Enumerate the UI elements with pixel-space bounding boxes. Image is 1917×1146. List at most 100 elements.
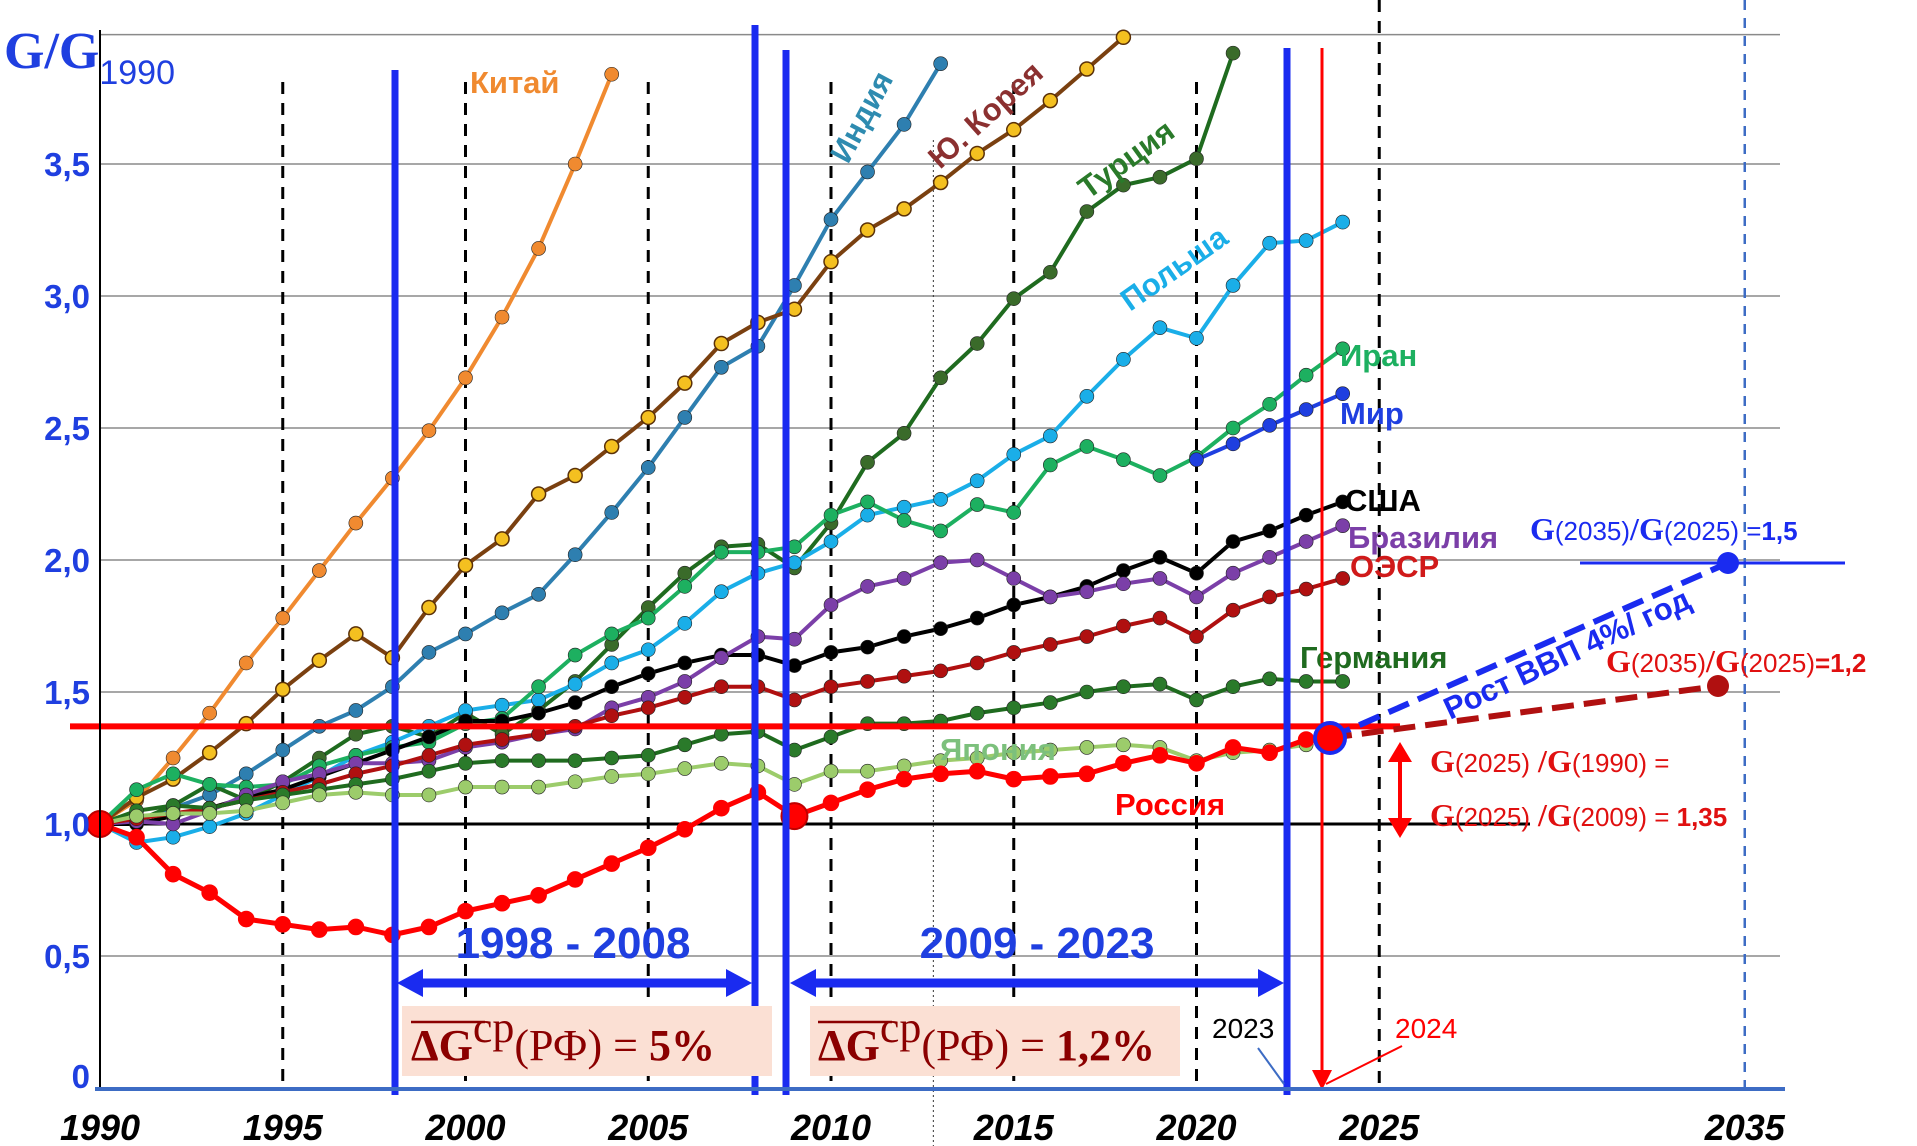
data-point xyxy=(1262,589,1277,605)
data-point xyxy=(1116,352,1131,367)
data-point xyxy=(494,732,510,747)
data-point xyxy=(1043,742,1058,758)
x-tick-label: 2010 xyxy=(790,1107,871,1146)
data-point xyxy=(896,668,912,684)
ratio-red: G(2035)/G(2025)=1,2 xyxy=(1606,643,1866,679)
data-point xyxy=(932,174,949,191)
data-point xyxy=(1152,571,1168,586)
data-point xyxy=(275,795,291,811)
data-point xyxy=(494,779,510,795)
formula1-box xyxy=(402,1006,772,1076)
series-label: Китай xyxy=(470,65,559,100)
data-point xyxy=(1225,602,1241,618)
data-point xyxy=(1297,731,1315,748)
data-point xyxy=(1225,534,1241,549)
data-point xyxy=(567,753,583,768)
data-point xyxy=(933,663,948,679)
data-point xyxy=(787,539,802,555)
data-point xyxy=(823,212,839,227)
ratio-lower-line2: G(2025) /G(2009) = 1,35 xyxy=(1430,797,1727,833)
x-tick-label: 2000 xyxy=(424,1107,505,1146)
data-point xyxy=(604,655,620,671)
period2-arrow-head-right xyxy=(1258,969,1284,997)
x-tick-label: 2005 xyxy=(607,1107,689,1146)
data-point xyxy=(1006,121,1022,138)
projection-low xyxy=(1329,683,1719,741)
data-point xyxy=(1079,61,1095,77)
data-point xyxy=(420,918,438,936)
data-point xyxy=(567,647,583,663)
data-point xyxy=(1298,581,1314,597)
data-point xyxy=(421,763,437,779)
data-point xyxy=(457,557,474,574)
data-point xyxy=(165,750,181,766)
year-2023-label: 2023 xyxy=(1212,1013,1274,1044)
data-point xyxy=(530,486,547,502)
series-label: Польша xyxy=(1114,218,1235,317)
data-point xyxy=(1005,770,1023,788)
data-point xyxy=(677,616,693,631)
data-point xyxy=(1335,518,1350,533)
x-tick-label: 1990 xyxy=(60,1107,140,1146)
data-point xyxy=(1152,320,1168,335)
data-point xyxy=(1079,389,1095,404)
data-point xyxy=(1225,45,1241,61)
data-point xyxy=(202,819,217,834)
series-line-Россия xyxy=(99,737,1307,938)
series-label: Мир xyxy=(1340,396,1404,431)
data-point xyxy=(714,544,729,560)
data-point xyxy=(566,871,584,888)
data-point xyxy=(640,409,656,426)
y-tick-label: 1,5 xyxy=(44,674,90,711)
data-point xyxy=(494,697,510,713)
data-point xyxy=(1262,396,1277,412)
data-point xyxy=(969,336,985,351)
series-lines xyxy=(86,29,1350,944)
series-label: ОЭСР xyxy=(1350,549,1439,584)
data-point xyxy=(1262,418,1277,433)
data-point xyxy=(604,66,620,82)
data-point xyxy=(310,921,328,938)
period2-arrow-head-left xyxy=(790,969,816,997)
data-point xyxy=(932,765,949,783)
data-point xyxy=(1079,439,1095,454)
data-point xyxy=(1262,550,1277,565)
data-point xyxy=(311,787,327,803)
year-2024-pointer xyxy=(1325,1045,1403,1085)
data-point xyxy=(677,761,693,776)
data-point xyxy=(202,806,217,821)
period1-arrow-head-right xyxy=(726,969,752,997)
data-point xyxy=(1335,214,1350,230)
data-point xyxy=(677,579,693,594)
data-point xyxy=(787,278,802,293)
data-point xyxy=(895,770,913,788)
data-point xyxy=(1151,747,1169,764)
data-point xyxy=(1225,436,1241,452)
data-point xyxy=(1189,629,1204,644)
data-point xyxy=(604,505,620,520)
data-point xyxy=(531,692,546,708)
data-point xyxy=(823,679,839,695)
data-point xyxy=(202,777,217,792)
data-point xyxy=(1006,571,1022,586)
data-point xyxy=(860,164,875,180)
x-tick-label: 2025 xyxy=(1338,1107,1420,1146)
data-point xyxy=(896,499,912,515)
data-point xyxy=(494,605,510,621)
data-point xyxy=(823,534,839,549)
data-point xyxy=(640,700,656,716)
series-label: Индия xyxy=(823,65,900,168)
data-point xyxy=(1189,589,1204,605)
data-point xyxy=(1116,177,1131,193)
data-point xyxy=(238,766,254,782)
x-tick-label: 2035 xyxy=(1704,1107,1786,1146)
data-point xyxy=(713,799,730,817)
data-point xyxy=(714,359,729,375)
data-point xyxy=(201,884,218,901)
data-point xyxy=(969,705,985,721)
data-point xyxy=(896,425,912,441)
data-point xyxy=(421,599,437,616)
data-point xyxy=(823,729,839,745)
series-label: Иран xyxy=(1340,338,1417,373)
